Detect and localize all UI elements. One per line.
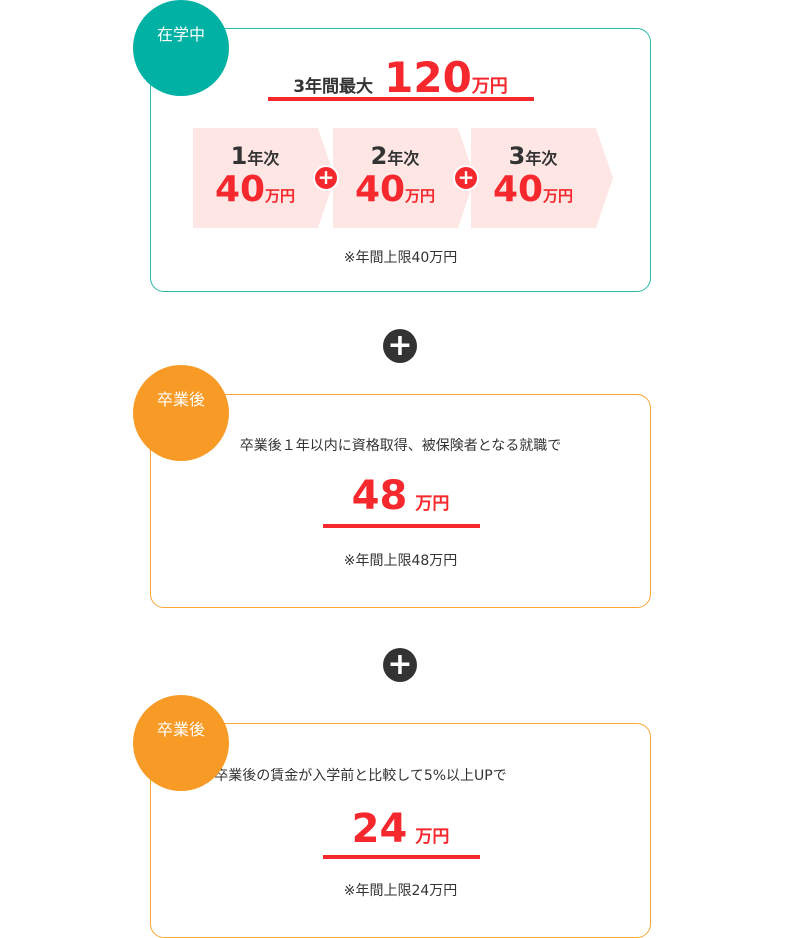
after-graduation-badge: 卒業後 (133, 695, 229, 791)
condition-text: 卒業後１年以内に資格取得、被保険者となる就職で (239, 438, 562, 454)
amount: 48 万円 (151, 473, 650, 519)
annual-limit-note: ※年間上限24万円 (343, 883, 458, 899)
amount-underline (323, 855, 480, 859)
year-unit: 万円 (265, 187, 296, 205)
in-school-badge: 在学中 (133, 0, 229, 96)
year-num: 2 (370, 142, 388, 170)
plus-icon: + (383, 329, 417, 363)
plus-icon: + (313, 165, 339, 191)
title-unit: 万円 (471, 76, 508, 97)
year-1-box: 1年次 40万円 (193, 128, 335, 228)
after-graduation-card-1: 卒業後１年以内に資格取得、被保険者となる就職で 48 万円 ※年間上限48万円 (150, 394, 651, 608)
plus-icon: + (453, 165, 479, 191)
year-unit: 万円 (405, 187, 436, 205)
amount: 24 万円 (151, 806, 650, 852)
year-num: 3 (508, 142, 526, 170)
in-school-title: 3年間最大 120万円 (151, 53, 650, 102)
in-school-card: 3年間最大 120万円 1年次 40万円 2年次 40万円 3年次 40万円 +… (150, 28, 651, 292)
year-amount: 40 (492, 169, 544, 210)
after-graduation-badge: 卒業後 (133, 365, 229, 461)
year-unit: 万円 (543, 187, 574, 205)
year-amount: 40 (354, 169, 406, 210)
amount-unit: 万円 (415, 494, 450, 514)
year-label: 年次 (525, 149, 558, 168)
annual-limit-note: ※年間上限48万円 (343, 553, 458, 569)
amount-underline (323, 524, 480, 528)
title-prefix: 3年間最大 (293, 77, 374, 97)
year-label: 年次 (247, 149, 280, 168)
plus-icon: + (383, 648, 417, 682)
amount-unit: 万円 (415, 827, 450, 847)
year-amount: 40 (214, 169, 266, 210)
year-2-box: 2年次 40万円 (333, 128, 475, 228)
year-3-box: 3年次 40万円 (471, 128, 613, 228)
year-label: 年次 (387, 149, 420, 168)
condition-text: 卒業後の賃金が入学前と比較して5%以上UPで (214, 768, 507, 784)
amount-value: 48 (351, 473, 408, 519)
year-num: 1 (230, 142, 248, 170)
amount-value: 24 (351, 806, 408, 852)
title-underline (268, 97, 534, 101)
annual-limit-note: ※年間上限40万円 (343, 250, 458, 266)
title-amount: 120 (384, 53, 472, 102)
